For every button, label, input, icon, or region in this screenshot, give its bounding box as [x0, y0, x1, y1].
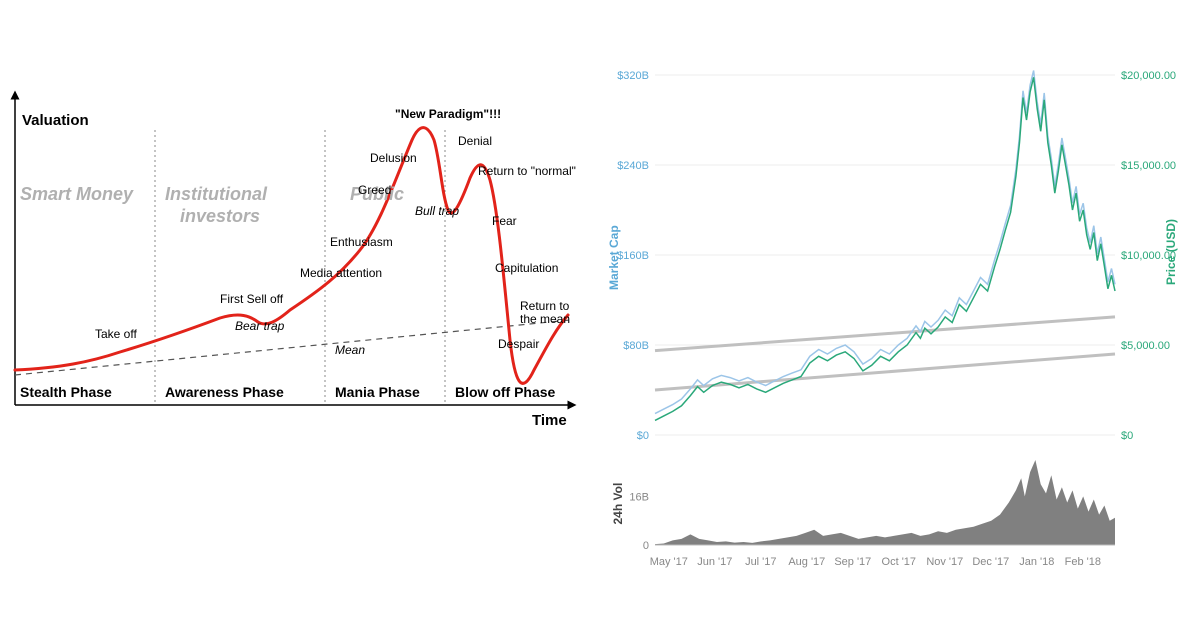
trend-line: [655, 317, 1115, 351]
x-tick: Jan '18: [1019, 556, 1054, 568]
annotation: Mean: [335, 343, 365, 357]
right-tick: $0: [1121, 430, 1133, 442]
volume-tick: 16B: [629, 491, 649, 503]
annotation: Greed: [358, 183, 391, 197]
volume-area: [655, 460, 1115, 545]
left-tick: $0: [637, 430, 649, 442]
annotation: Return tothe mean: [520, 299, 570, 326]
phase-label: Awareness Phase: [165, 384, 284, 400]
btc-price-chart: $320B $240B $160B $80B $0 $20,000.00 $15,000.0…: [600, 0, 1200, 628]
trend-line: [655, 354, 1115, 390]
right-axis-title: Price (USD): [1164, 219, 1178, 285]
annotation: First Sell off: [220, 292, 284, 306]
investor-label: Institutionalinvestors: [165, 184, 268, 226]
investor-label: Smart Money: [20, 184, 134, 204]
x-tick: Nov '17: [926, 556, 963, 568]
x-axis-label: Time: [532, 412, 567, 429]
left-tick: $160B: [617, 250, 649, 262]
x-tick: Dec '17: [972, 556, 1009, 568]
volume-tick: 0: [643, 540, 649, 552]
left-tick: $320B: [617, 70, 649, 82]
annotation: Despair: [498, 337, 539, 351]
annotation: Bull trap: [415, 204, 459, 218]
x-tick: Aug '17: [788, 556, 825, 568]
annotation: Bear trap: [235, 319, 285, 333]
right-tick: $20,000.00: [1121, 70, 1176, 82]
annotation: Capitulation: [495, 261, 558, 275]
right-tick: $5,000.00: [1121, 340, 1170, 352]
phase-label: Blow off Phase: [455, 384, 556, 400]
x-tick: Jun '17: [697, 556, 732, 568]
annotation: Return to "normal": [478, 164, 576, 178]
annotation: "New Paradigm"!!!: [395, 107, 501, 121]
annotation: Enthusiasm: [330, 235, 393, 249]
y-axis-label: Valuation: [22, 112, 89, 129]
price-line: [655, 77, 1115, 420]
phase-label: Stealth Phase: [20, 384, 112, 400]
left-tick: $80B: [623, 340, 649, 352]
x-tick: Oct '17: [882, 556, 917, 568]
annotation: Take off: [95, 327, 137, 341]
x-tick: May '17: [650, 556, 688, 568]
left-tick: $240B: [617, 160, 649, 172]
bubble-phases-chart: Valuation Time Smart Money Institutionalinv…: [0, 0, 600, 628]
annotation: Fear: [492, 214, 517, 228]
volume-axis-title: 24h Vol: [611, 483, 625, 525]
left-axis-title: Market Cap: [607, 225, 621, 290]
x-tick: Feb '18: [1065, 556, 1101, 568]
phase-label: Mania Phase: [335, 384, 420, 400]
annotation: Denial: [458, 134, 492, 148]
x-tick: Jul '17: [745, 556, 776, 568]
right-tick: $15,000.00: [1121, 160, 1176, 172]
annotation: Media attention: [300, 266, 382, 280]
x-tick: Sep '17: [834, 556, 871, 568]
annotation: Delusion: [370, 151, 417, 165]
